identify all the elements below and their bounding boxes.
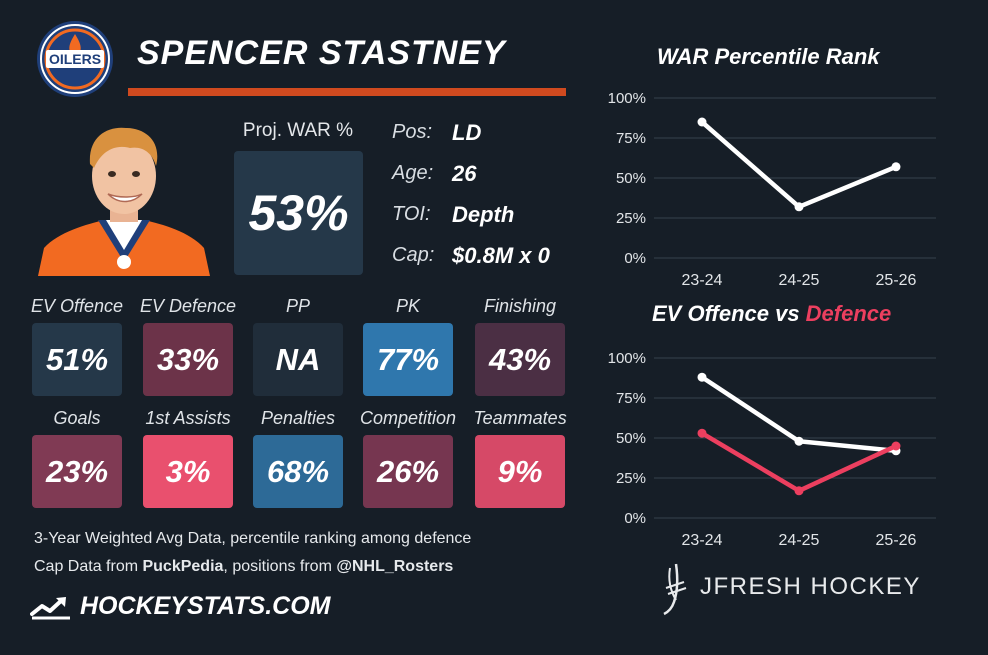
stat-value: 23% <box>32 435 122 508</box>
war-chart-point-0-0 <box>697 117 707 127</box>
war-chart-ytick-label: 25% <box>616 210 646 227</box>
stat-ev-defence: EV Defence 33% <box>131 296 245 396</box>
war-chart-point-0-2 <box>891 162 901 172</box>
ev-chart-xtick-label: 23-24 <box>682 532 723 549</box>
ev-chart-point-1-1 <box>794 486 804 496</box>
stat-label: PP <box>285 296 310 316</box>
ev-chart-xtick-label: 24-25 <box>779 532 820 549</box>
stat-pp: PP NA <box>241 296 355 396</box>
stat-value: 43% <box>475 323 565 396</box>
age-label: Age: <box>392 162 434 184</box>
stat-competition: Competition 26% <box>351 408 465 508</box>
war-chart-xtick-label: 23-24 <box>682 272 723 289</box>
war-chart-ytick-label: 75% <box>616 130 646 147</box>
stat-label: Penalties <box>260 408 336 428</box>
ev-chart-point-1-0 <box>697 428 707 438</box>
ev-chart-point-0-0 <box>697 372 707 382</box>
player-name: SPENCER STASTNEY <box>137 34 506 72</box>
position-value: LD <box>452 120 482 145</box>
jfresh-logo-icon <box>663 563 687 616</box>
stat-pk: PK 77% <box>351 296 465 396</box>
hockeystats-logo-icon <box>30 597 70 620</box>
stat-penalties: Penalties 68% <box>241 408 355 508</box>
stat-value: 77% <box>363 323 453 396</box>
proj-war-label: Proj. WAR % <box>242 120 354 141</box>
source-puckpedia: PuckPedia <box>142 558 224 575</box>
ev-chart-xtick-label: 25-26 <box>876 532 917 549</box>
stat-value: 26% <box>363 435 453 508</box>
stat-value: 9% <box>475 435 565 508</box>
footer-prefix: Cap Data from <box>34 558 143 575</box>
stat-label: EV Offence <box>30 296 124 316</box>
stat-label: Teammates <box>473 408 567 428</box>
war-chart-ytick-label: 50% <box>616 170 646 187</box>
cap-value: $0.8M x 0 <box>452 243 550 268</box>
stat-value: 68% <box>253 435 343 508</box>
war-chart-series-line-0 <box>699 119 899 210</box>
source-nhl-rosters: @NHL_Rosters <box>336 558 454 575</box>
ev-chart-point-0-1 <box>794 436 804 446</box>
stat-value: 33% <box>143 323 233 396</box>
stat-label: Goals <box>53 408 101 428</box>
oilers-logo-icon: OILERS <box>37 21 113 97</box>
proj-war-value: 53% <box>234 151 363 275</box>
ev-chart-ytick-label: 75% <box>616 390 646 407</box>
toi-label: TOI: <box>392 203 431 225</box>
name-underline <box>128 88 566 96</box>
stat-label: PK <box>395 296 420 316</box>
ev-chart-ytick-label: 0% <box>624 510 646 527</box>
cap-label: Cap: <box>392 244 435 266</box>
stat-value: 3% <box>143 435 233 508</box>
stat-goals: Goals 23% <box>20 408 134 508</box>
stat-value: 51% <box>32 323 122 396</box>
war-chart-ytick-label: 0% <box>624 250 646 267</box>
war-chart-point-0-1 <box>794 202 804 212</box>
brand-name: HOCKEYSTATS.COM <box>80 592 331 620</box>
war-percentile-chart: 0% 25% 50% 75% 100% 23-24 24-25 25-26 <box>608 90 936 289</box>
ev-offence-defence-chart: 0% 25% 50% 75% 100% 23-24 24-25 25-26 <box>608 350 936 549</box>
stat-ev-offence: EV Offence 51% <box>20 296 134 396</box>
ev-chart-ytick-label: 50% <box>616 430 646 447</box>
war-chart-ytick-label: 100% <box>608 90 646 107</box>
age-value: 26 <box>452 161 477 186</box>
chart-title-ev: EV Offence vs Defence <box>652 301 891 327</box>
footer-middle: , positions from <box>223 558 337 575</box>
stat-label: Competition <box>359 408 457 428</box>
footer-sources: Cap Data from PuckPedia, positions from … <box>34 558 453 576</box>
stat-value: NA <box>253 323 343 396</box>
chart-title-ev-part1: EV Offence vs <box>652 301 806 326</box>
stat-label: 1st Assists <box>145 408 231 428</box>
stat-teammates: Teammates 9% <box>463 408 577 508</box>
stat-finishing: Finishing 43% <box>463 296 577 396</box>
position-label: Pos: <box>392 121 433 143</box>
team-logo-text: OILERS <box>49 51 101 67</box>
chart-title-ev-part2: Defence <box>805 301 892 326</box>
ev-chart-point-1-2 <box>891 441 901 451</box>
war-chart-xtick-label: 25-26 <box>876 272 917 289</box>
ev-chart-ytick-label: 25% <box>616 470 646 487</box>
war-chart-xtick-label: 24-25 <box>779 272 820 289</box>
jfresh-hockey-credit: JFRESH HOCKEY <box>700 573 921 600</box>
toi-value: Depth <box>452 202 515 227</box>
chart-title-war: WAR Percentile Rank <box>657 44 880 69</box>
stat-1st-assists: 1st Assists 3% <box>131 408 245 508</box>
stat-label: EV Defence <box>139 296 237 316</box>
stat-label: Finishing <box>483 296 557 316</box>
player-headshot <box>38 127 210 276</box>
ev-chart-ytick-label: 100% <box>608 350 646 367</box>
footer-note: 3-Year Weighted Avg Data, percentile ran… <box>34 530 472 547</box>
